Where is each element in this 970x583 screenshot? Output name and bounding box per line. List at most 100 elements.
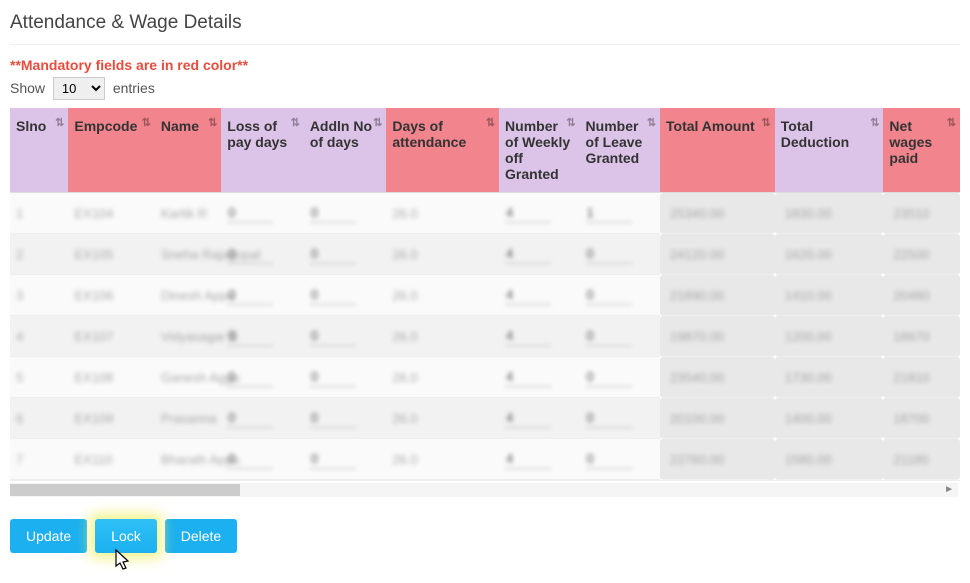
sort-icon[interactable]: ⇅ <box>762 116 769 129</box>
delete-button[interactable]: Delete <box>165 519 237 553</box>
page-title: Attendance & Wage Details <box>10 8 960 45</box>
cell-leave-input[interactable] <box>586 244 632 264</box>
cell-addln-input[interactable] <box>310 408 356 428</box>
cell-addln-input[interactable] <box>310 285 356 305</box>
column-header[interactable]: Days of attendance ⇅ <box>386 108 499 193</box>
cell-slno: 6 <box>10 398 68 439</box>
column-header[interactable]: Addln No of days⇅ <box>304 108 387 193</box>
column-header[interactable]: Total Amount ⇅ <box>660 108 775 193</box>
cell-netwages: 18700 <box>883 398 960 439</box>
sort-icon[interactable]: ⇅ <box>142 116 149 129</box>
cell-lop <box>221 439 304 480</box>
cell-leave-input[interactable] <box>586 449 632 469</box>
cell-lop-input[interactable] <box>227 244 273 264</box>
column-label: Days of attendance <box>392 118 466 150</box>
cell-weeklyoff-input[interactable] <box>505 244 551 264</box>
cell-lop <box>221 234 304 275</box>
cell-addln-input[interactable] <box>310 244 356 264</box>
horizontal-scrollbar[interactable]: ◄ ► <box>10 483 958 497</box>
sort-icon[interactable]: ⇅ <box>870 116 877 129</box>
table-row: 3EX106Dinesh Appu26.021890.001410.002048… <box>10 275 960 316</box>
cell-empcode: EX110 <box>68 439 155 480</box>
column-label: Number of Weekly off Granted <box>505 118 570 182</box>
cell-addln-input[interactable] <box>310 367 356 387</box>
column-header[interactable]: Name⇅ <box>155 108 221 193</box>
sort-icon[interactable]: ⇅ <box>208 116 215 129</box>
entries-select[interactable]: 102550100 <box>53 77 105 100</box>
column-label: Number of Leave Granted <box>586 118 643 166</box>
column-header[interactable]: Number of Leave Granted ⇅ <box>580 108 661 193</box>
table-row: 6EX109Prasanna26.020100.001400.0018700 <box>10 398 960 439</box>
cell-lop-input[interactable] <box>227 285 273 305</box>
cell-addln-input[interactable] <box>310 203 356 223</box>
cell-weeklyoff-input[interactable] <box>505 326 551 346</box>
column-header[interactable]: Loss of pay days⇅ <box>221 108 304 193</box>
cell-lop-input[interactable] <box>227 203 273 223</box>
scroll-right-icon[interactable]: ► <box>942 483 956 496</box>
table-row: 2EX105Sneha Rajagopal26.024120.001620.00… <box>10 234 960 275</box>
cell-lop-input[interactable] <box>227 367 273 387</box>
cell-addln-input[interactable] <box>310 449 356 469</box>
table-row: 1EX104Kartik R26.025340.001830.0023510 <box>10 193 960 234</box>
column-header[interactable]: Number of Weekly off Granted⇅ <box>499 108 580 193</box>
table-row: 4EX107Vidyasagar B26.019870.001200.00186… <box>10 316 960 357</box>
cell-lop-input[interactable] <box>227 326 273 346</box>
cell-netwages: 21810 <box>883 357 960 398</box>
show-label-post: entries <box>113 80 155 96</box>
cell-addln <box>304 357 387 398</box>
column-header[interactable]: Net wages paid⇅ <box>883 108 960 193</box>
sort-icon[interactable]: ⇅ <box>373 116 380 129</box>
cell-total: 19870.00 <box>660 316 775 357</box>
cell-deduction: 1830.00 <box>775 193 884 234</box>
cell-attendance: 26.0 <box>386 275 499 316</box>
cell-weeklyoff-input[interactable] <box>505 203 551 223</box>
cell-lop-input[interactable] <box>227 449 273 469</box>
cell-slno: 3 <box>10 275 68 316</box>
cell-addln <box>304 316 387 357</box>
cell-deduction: 1410.00 <box>775 275 884 316</box>
cell-deduction: 1730.00 <box>775 357 884 398</box>
cell-weeklyoff-input[interactable] <box>505 408 551 428</box>
cell-addln <box>304 193 387 234</box>
cell-total: 25340.00 <box>660 193 775 234</box>
cell-addln <box>304 234 387 275</box>
column-label: Total Deduction <box>781 118 849 150</box>
column-header[interactable]: Empcode⇅ <box>68 108 155 193</box>
cell-addln <box>304 398 387 439</box>
cell-leave-input[interactable] <box>586 285 632 305</box>
scrollbar-thumb[interactable] <box>10 484 240 496</box>
sort-icon[interactable]: ⇅ <box>291 116 298 129</box>
cell-weeklyoff <box>499 193 580 234</box>
cell-leave-input[interactable] <box>586 203 632 223</box>
cell-name: Ganesh Aggu <box>155 357 221 398</box>
cell-lop <box>221 275 304 316</box>
sort-icon[interactable]: ⇅ <box>647 116 654 129</box>
sort-icon[interactable]: ⇅ <box>55 116 62 129</box>
sort-icon[interactable]: ⇅ <box>486 116 493 129</box>
cell-name: Vidyasagar B <box>155 316 221 357</box>
cell-leave-input[interactable] <box>586 367 632 387</box>
cell-weeklyoff-input[interactable] <box>505 367 551 387</box>
cell-lop <box>221 316 304 357</box>
sort-icon[interactable]: ⇅ <box>947 116 954 129</box>
cell-lop-input[interactable] <box>227 408 273 428</box>
cell-leave-input[interactable] <box>586 408 632 428</box>
cell-leave <box>580 357 661 398</box>
sort-icon[interactable]: ⇅ <box>566 116 573 129</box>
cell-slno: 2 <box>10 234 68 275</box>
cell-addln-input[interactable] <box>310 326 356 346</box>
table-scroll-wrap: Slno⇅Empcode⇅Name⇅Loss of pay days⇅Addln… <box>10 108 960 481</box>
cell-slno: 1 <box>10 193 68 234</box>
cell-weeklyoff-input[interactable] <box>505 285 551 305</box>
cell-netwages: 21180 <box>883 439 960 480</box>
update-button[interactable]: Update <box>10 519 87 553</box>
column-header[interactable]: Slno⇅ <box>10 108 68 193</box>
column-header[interactable]: Total Deduction ⇅ <box>775 108 884 193</box>
cell-name: Sneha Rajagopal <box>155 234 221 275</box>
column-label: Total Amount <box>666 118 755 134</box>
cell-leave-input[interactable] <box>586 326 632 346</box>
lock-button[interactable]: Lock <box>95 519 157 553</box>
cell-weeklyoff-input[interactable] <box>505 449 551 469</box>
cell-deduction: 1200.00 <box>775 316 884 357</box>
cell-slno: 4 <box>10 316 68 357</box>
